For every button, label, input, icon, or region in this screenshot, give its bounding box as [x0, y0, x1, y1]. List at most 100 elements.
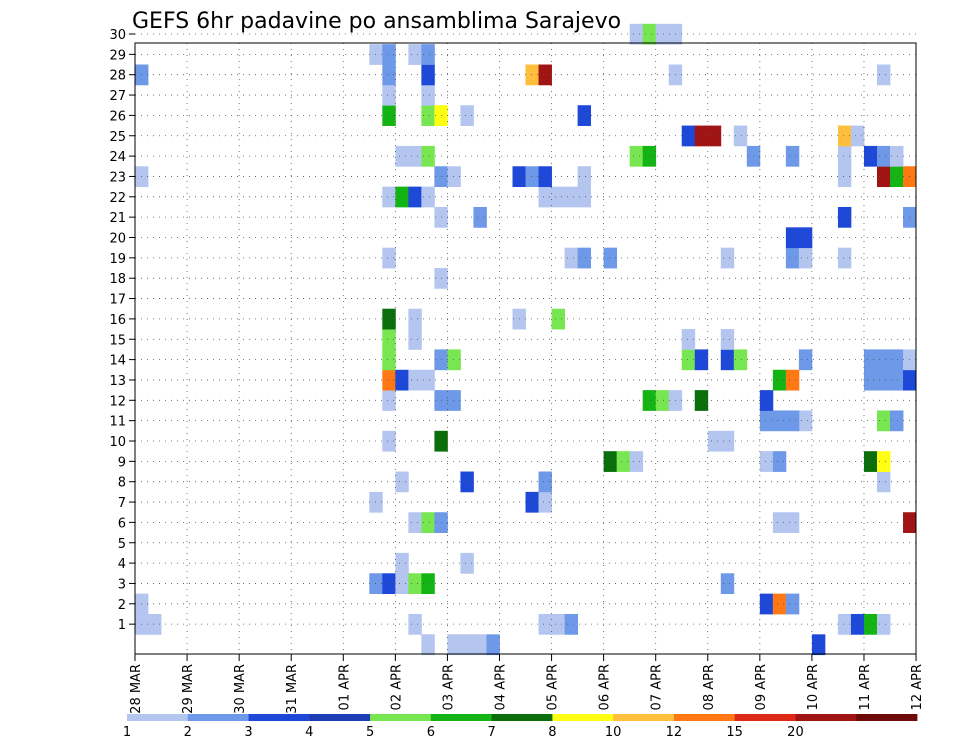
colorbar-swatch [370, 714, 432, 721]
x-tick-label: 30 MAR [233, 664, 248, 714]
heatmap-cell [525, 64, 539, 86]
heatmap-cell [759, 390, 774, 411]
heatmap-cell [369, 44, 383, 65]
heatmap-cell [382, 247, 396, 269]
colorbar-label: 2 [184, 725, 192, 740]
colorbar-swatch [430, 714, 493, 721]
heatmap-cell [837, 145, 852, 167]
heatmap-cell [538, 186, 552, 208]
colorbar-label: 1 [123, 725, 131, 740]
heatmap-cell [877, 471, 891, 493]
heatmap-cell [421, 186, 435, 208]
y-tick-label: 12 [109, 394, 126, 409]
heatmap-cell [785, 369, 800, 391]
heatmap-cell [525, 491, 539, 513]
heatmap-cell [408, 186, 422, 208]
heatmap-cell [382, 105, 396, 126]
colorbar-swatch [491, 714, 553, 721]
heatmap-cell [395, 471, 409, 493]
colorbar-label: 4 [305, 725, 313, 740]
heatmap-cell [382, 44, 396, 65]
heatmap-cell [655, 23, 670, 45]
heatmap-cell [772, 593, 787, 615]
heatmap-cell [616, 451, 631, 472]
heatmap-cell [877, 613, 891, 635]
heatmap-cell [525, 166, 539, 188]
heatmap-cell [382, 84, 396, 106]
heatmap-cell [603, 247, 618, 269]
heatmap-cell [447, 349, 461, 371]
heatmap-cell [421, 105, 435, 126]
heatmap-cell [486, 634, 500, 656]
y-tick-label: 1 [118, 618, 126, 633]
heatmap-cell [877, 145, 891, 167]
y-tick-label: 2 [118, 598, 126, 613]
heatmap-cell [890, 410, 904, 432]
heatmap-cell [421, 84, 435, 106]
heatmap-cell [759, 410, 774, 432]
heatmap-cell [473, 206, 487, 228]
x-tick-label: 04 APR [493, 664, 508, 710]
y-tick-label: 9 [118, 455, 126, 470]
y-tick-label: 3 [118, 577, 126, 592]
heatmap-cell [395, 552, 409, 574]
heatmap-cell [408, 573, 422, 595]
colorbar-label: 3 [244, 725, 252, 740]
x-tick-label: 06 APR [598, 664, 613, 710]
heatmap-cell [681, 125, 696, 147]
heatmap-cell [890, 349, 904, 371]
heatmap-cell [863, 613, 878, 635]
heatmap-cell [382, 369, 396, 391]
heatmap-cell [707, 430, 722, 452]
heatmap-cell [720, 247, 735, 269]
heatmap-cell [395, 573, 409, 595]
heatmap-cell [707, 125, 722, 147]
x-tick-label: 02 APR [389, 664, 404, 710]
heatmap-cell [798, 247, 813, 269]
y-tick-label: 15 [109, 333, 126, 348]
heatmap-cell [447, 390, 461, 411]
heatmap-cell [877, 451, 891, 472]
colorbar-swatch [795, 714, 857, 721]
heatmap-cell [148, 613, 162, 635]
heatmap-cell [863, 145, 878, 167]
heatmap-cell [772, 369, 787, 391]
y-tick-label: 30 [109, 28, 126, 43]
x-tick-label: 08 APR [702, 664, 717, 710]
x-tick-label: 03 APR [441, 664, 456, 710]
heatmap-cell [408, 145, 422, 167]
heatmap-cell [564, 247, 578, 269]
heatmap-cell [382, 64, 396, 86]
heatmap-cell [694, 390, 709, 411]
heatmap-cell [603, 451, 618, 472]
heatmap-cell [551, 186, 565, 208]
colorbar-label: 6 [427, 725, 435, 740]
colorbar-swatch [248, 714, 310, 721]
colorbar-label: 8 [548, 725, 556, 740]
y-tick-label: 20 [109, 232, 126, 247]
heatmap-cell [421, 44, 435, 65]
x-tick-label: 01 APR [337, 664, 352, 710]
heatmap-cell [720, 329, 735, 350]
colorbar-swatch [552, 714, 614, 721]
heatmap-cell [877, 410, 891, 432]
heatmap-cell [890, 145, 904, 167]
y-tick-label: 16 [109, 313, 126, 328]
heatmap-cell [785, 247, 800, 269]
heatmap-cell [577, 247, 592, 269]
heatmap-cell [681, 329, 696, 350]
heatmap-cell [798, 410, 813, 432]
colorbar-swatch [127, 714, 189, 721]
colorbar-label: 5 [366, 725, 374, 740]
chart-title: GEFS 6hr padavine po ansamblima Sarajevo [132, 9, 621, 34]
x-axis: 28 MAR 29 MAR 30 MAR 31 MAR 01 APR 02 APR 03 A… [129, 654, 925, 714]
x-tick-label: 31 MAR [285, 664, 300, 714]
y-tick-label: 25 [109, 130, 126, 145]
y-tick-label: 4 [118, 557, 126, 572]
heatmap-cell [837, 613, 852, 635]
heatmap-cell [850, 125, 865, 147]
grid-lines [135, 33, 917, 654]
heatmap-cell [890, 166, 904, 188]
heatmap-cell [863, 349, 878, 371]
y-tick-label: 22 [109, 191, 126, 206]
